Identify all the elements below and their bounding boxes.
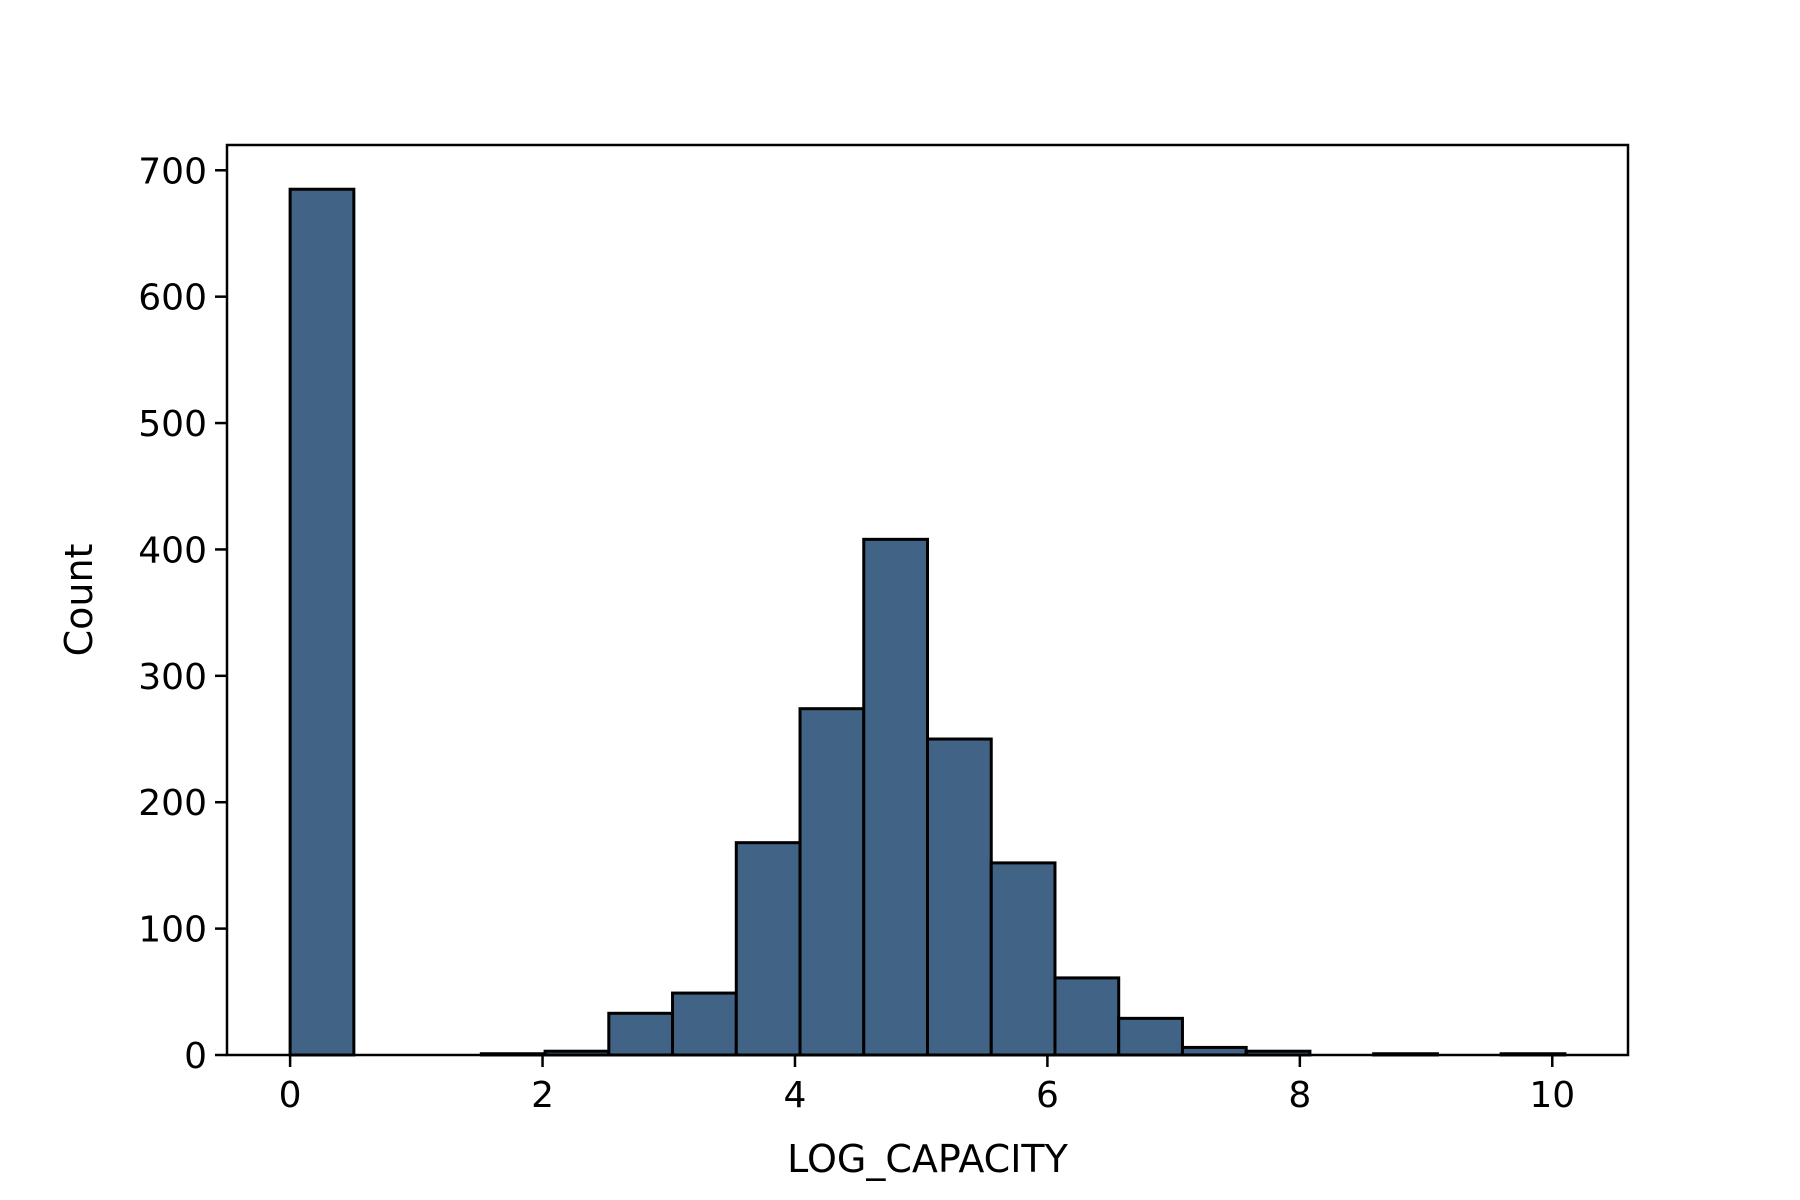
y-tick-label: 400 [138,530,207,571]
y-tick-label: 100 [138,910,207,951]
x-axis-label: LOG_CAPACITY [787,1137,1068,1181]
histogram-bar [671,991,738,1057]
x-tick-label: 0 [279,1075,302,1116]
histogram-bar [734,841,802,1057]
histogram-bar [288,187,356,1057]
y-tick-label: 500 [138,404,207,445]
x-axis-ticks: 0 2 4 6 8 10 [279,1055,1575,1116]
histogram-bars [288,187,1567,1057]
y-tick-label: 700 [138,151,207,192]
x-tick-label: 10 [1529,1075,1575,1116]
y-axis-ticks: 0 100 200 300 400 500 600 700 [138,151,227,1077]
x-tick-label: 8 [1288,1075,1311,1116]
histogram-bar [1117,1016,1184,1057]
x-tick-label: 6 [1036,1075,1059,1116]
histogram-bar [926,737,993,1057]
y-tick-label: 600 [138,278,207,319]
y-axis-label: Count [57,544,101,657]
histogram-bar [862,537,929,1057]
x-tick-label: 2 [531,1075,554,1116]
histogram-bar [798,707,866,1057]
y-tick-label: 200 [138,783,207,824]
plot-frame [225,143,1630,1057]
y-tick-label: 0 [184,1036,207,1077]
histogram-bar [607,1011,675,1057]
x-tick-label: 4 [784,1075,807,1116]
histogram-bar [989,861,1057,1057]
y-tick-label: 300 [138,657,207,698]
histogram-bar [1053,976,1121,1057]
